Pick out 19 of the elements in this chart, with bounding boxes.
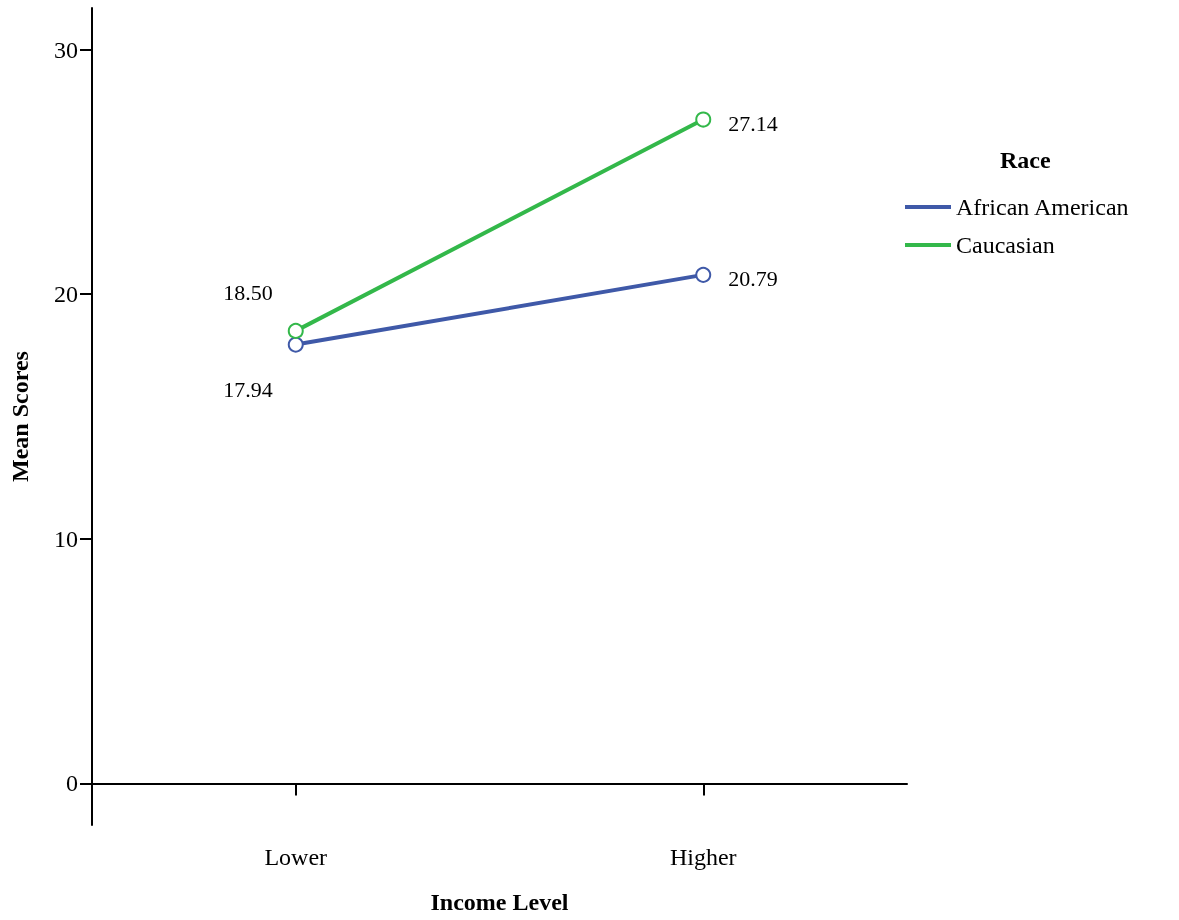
y-tick-label: 0 [66, 770, 78, 797]
point [695, 266, 712, 283]
legend-label: Caucasian [956, 232, 1055, 258]
point [695, 111, 712, 128]
data-label: 20.79 [728, 266, 778, 292]
y-tick-label: 30 [54, 36, 78, 63]
x-axis-title: Income Level [430, 889, 569, 915]
point [287, 336, 304, 353]
data-label: 17.94 [223, 377, 273, 403]
y-axis-title: Mean Scores [7, 351, 33, 482]
legend-label: African American [956, 194, 1129, 220]
x-tick-label: Lower [264, 844, 328, 870]
x-tick-label: Higher [669, 844, 737, 870]
data-label: 18.50 [223, 280, 273, 306]
y-tick-label: 20 [54, 281, 78, 308]
legend-title: Race [1000, 147, 1051, 173]
y-tick-label: 10 [54, 525, 78, 552]
data-label: 27.14 [728, 111, 778, 137]
point [287, 322, 304, 339]
